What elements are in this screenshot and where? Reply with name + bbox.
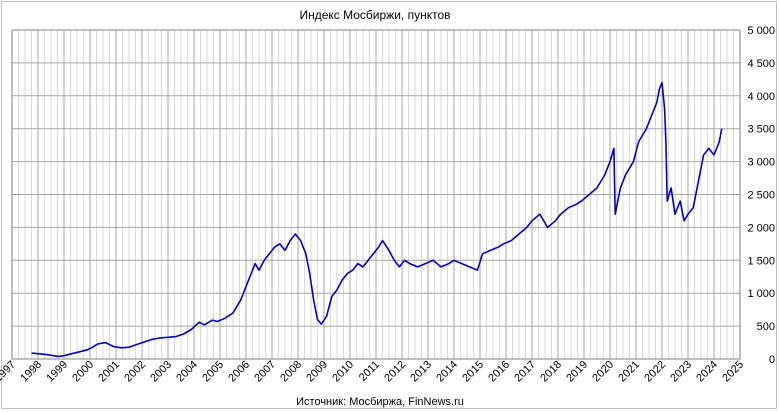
x-tick-label: 2005 — [200, 359, 226, 385]
x-tick-label: 2019 — [564, 359, 590, 385]
x-tick-label: 2015 — [460, 359, 486, 385]
chart-title: Индекс Мосбиржи, пунктов — [299, 8, 450, 22]
x-tick-label: 2008 — [278, 359, 304, 385]
x-tick-label: 2017 — [512, 359, 538, 385]
x-tick-label: 2000 — [70, 359, 96, 385]
x-tick-label: 2011 — [357, 359, 382, 384]
x-axis: 1997 1998 1999 2000 2001 2002 2003 2004 2005 2006… — [0, 359, 746, 385]
x-tick-label: 2004 — [174, 359, 200, 385]
grid — [11, 29, 741, 360]
x-tick-label: 1998 — [18, 359, 44, 385]
x-tick-label: 1999 — [44, 359, 70, 385]
x-tick-label: 2018 — [538, 359, 564, 385]
y-tick-label: 500 — [757, 321, 775, 333]
source-note: Источник: Мосбиржа, FinNews.ru — [296, 396, 464, 408]
x-tick-label: 2013 — [408, 359, 434, 385]
x-tick-label: 2023 — [668, 359, 694, 385]
x-tick-label: 1997 — [0, 359, 18, 385]
y-tick-label: 2 500 — [747, 190, 775, 202]
x-tick-label: 2025 — [720, 359, 746, 385]
x-tick-label: 2014 — [434, 359, 460, 385]
plot-area — [11, 29, 741, 360]
x-tick-label: 2006 — [226, 359, 252, 385]
x-tick-label: 2001 — [96, 359, 122, 385]
y-tick-label: 1 500 — [747, 255, 775, 267]
y-tick-label: 2 000 — [747, 222, 775, 234]
y-tick-label: 4 000 — [747, 91, 775, 103]
x-tick-label: 2022 — [642, 359, 668, 385]
x-tick-label: 2003 — [148, 359, 174, 385]
y-tick-label: 4 500 — [747, 58, 775, 70]
x-tick-label: 2021 — [616, 359, 642, 385]
y-tick-label: 0 — [769, 354, 775, 366]
x-tick-label: 2016 — [486, 359, 512, 385]
x-tick-label: 2009 — [304, 359, 330, 385]
y-tick-label: 5 000 — [747, 25, 775, 37]
y-axis: 0 500 1 000 1 500 2 000 2 500 3 000 3 500 4 000 4… — [747, 25, 775, 366]
x-tick-label: 2020 — [590, 359, 616, 385]
series-line — [31, 81, 723, 358]
y-tick-label: 1 000 — [747, 288, 775, 300]
x-tick-label: 2010 — [330, 359, 356, 385]
x-tick-label: 2012 — [382, 359, 408, 385]
x-tick-label: 2002 — [122, 359, 148, 385]
x-tick-label: 2024 — [694, 359, 720, 385]
y-tick-label: 3 500 — [747, 124, 775, 136]
y-tick-label: 3 000 — [747, 157, 775, 169]
x-tick-label: 2007 — [252, 359, 278, 385]
